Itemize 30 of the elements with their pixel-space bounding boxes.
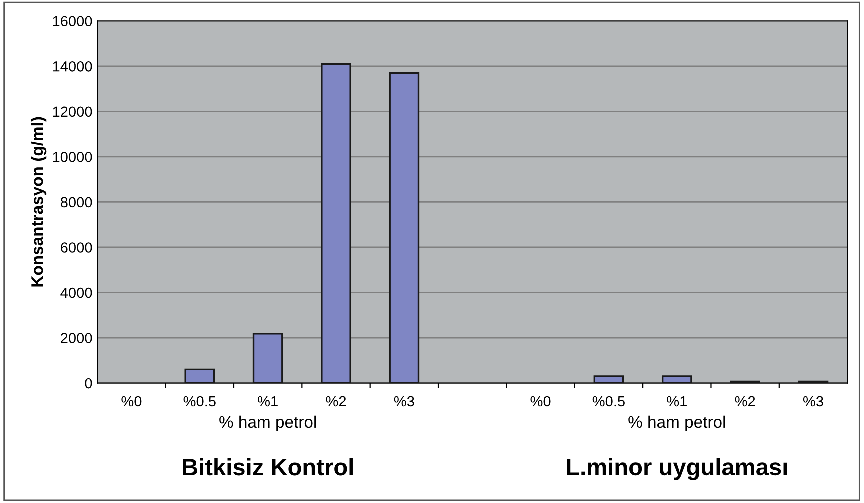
x-tick-label: %1 xyxy=(667,396,687,407)
y-tick-label: 12000 xyxy=(53,106,92,118)
y-tick-label: 14000 xyxy=(53,61,92,72)
x-tick-label: %0.5 xyxy=(184,396,216,407)
x-tick-label: %0 xyxy=(530,396,551,407)
x-tick-label: %0 xyxy=(122,396,142,407)
text: % ham petrol xyxy=(628,416,726,432)
y-tick-label: 0 xyxy=(85,378,92,389)
x-tick-label: %0.5 xyxy=(592,396,625,407)
bar xyxy=(184,368,216,384)
bar xyxy=(389,72,420,384)
y-tick-label: 8000 xyxy=(60,197,92,208)
text: L.minor uygulaması xyxy=(567,458,788,480)
y-tick-label: 10000 xyxy=(53,152,92,162)
x-axis-title: % ham petrol xyxy=(220,416,316,432)
y-tick-label: 4000 xyxy=(60,288,92,298)
x-tick-label: %1 xyxy=(258,396,278,407)
y-tick-label: 6000 xyxy=(61,242,92,253)
bar xyxy=(321,63,352,384)
y-tick-label: 2000 xyxy=(61,333,92,344)
bar xyxy=(594,376,624,384)
y-axis-title: Konsantrasyon (g/ml) xyxy=(31,117,47,287)
x-tick-label: %2 xyxy=(326,396,346,407)
bar xyxy=(662,376,692,384)
text: Bitkisiz Kontrol xyxy=(183,458,353,476)
y-tick-label: 16000 xyxy=(53,16,92,27)
x-tick-label: %3 xyxy=(803,396,824,407)
bar xyxy=(252,333,284,384)
x-tick-label: %2 xyxy=(735,396,756,407)
x-tick-label: %3 xyxy=(394,396,414,407)
